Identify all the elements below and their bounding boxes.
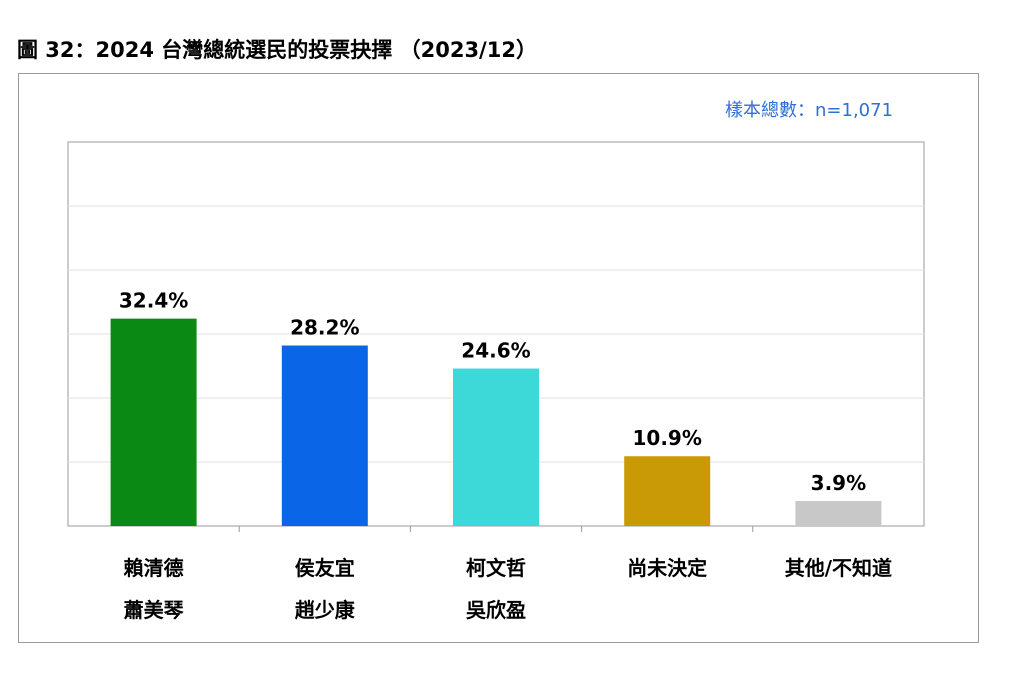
bar bbox=[795, 501, 882, 526]
data-label: 10.9% bbox=[633, 426, 702, 450]
x-tick-label: 柯文哲 bbox=[466, 556, 526, 580]
x-tick-label: 賴清德 bbox=[124, 556, 184, 580]
bar bbox=[281, 345, 368, 526]
sample-size-note: 樣本總數：n=1,071 bbox=[725, 100, 894, 121]
x-tick-label: 其他/不知道 bbox=[785, 556, 892, 580]
x-tick-label: 侯友宜 bbox=[295, 556, 355, 580]
chart-title: 圖 32：2024 台灣總統選民的投票抉擇 （2023/12） bbox=[17, 38, 537, 62]
data-label: 32.4% bbox=[119, 289, 188, 313]
x-tick-label: 蕭美琴 bbox=[124, 598, 185, 622]
bar bbox=[110, 318, 197, 526]
data-label: 28.2% bbox=[290, 316, 359, 340]
x-tick-label: 吳欣盈 bbox=[466, 598, 526, 622]
x-tick-label: 尚未決定 bbox=[627, 556, 707, 580]
data-label: 24.6% bbox=[461, 339, 530, 363]
data-label: 3.9% bbox=[811, 471, 866, 495]
x-tick-label: 趙少康 bbox=[295, 598, 356, 622]
bar bbox=[453, 368, 539, 526]
chart-frame bbox=[18, 73, 979, 643]
bar bbox=[624, 456, 711, 526]
